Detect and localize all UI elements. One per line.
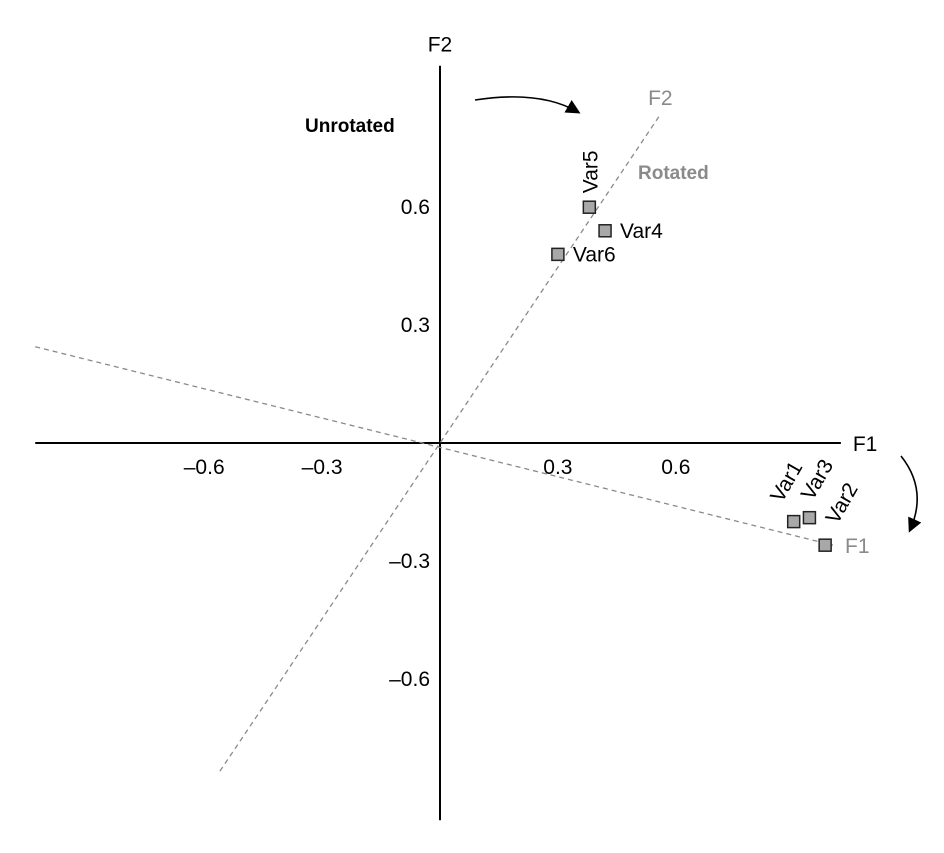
point-marker-var5: [582, 200, 597, 214]
x-tick-label: –0.6: [184, 456, 225, 479]
point-label-var6: Var6: [573, 243, 616, 266]
point-marker-var1: [786, 514, 801, 529]
x-axis-label: F1: [853, 433, 878, 456]
rotated-f2-axis: [219, 114, 661, 772]
point-label-var4: Var4: [620, 220, 663, 243]
y-tick-label: 0.3: [401, 314, 430, 337]
point-label-var2: Var2: [822, 479, 863, 528]
point-marker-var2: [818, 538, 832, 552]
y-tick-label: –0.3: [389, 550, 430, 573]
x-tick-label: 0.6: [661, 456, 690, 479]
point-label-var5: Var5: [579, 150, 602, 193]
point-marker-var6: [551, 247, 565, 262]
y-axis-label: F2: [428, 34, 453, 57]
y-tick-label: 0.6: [401, 196, 430, 219]
y-tick-labels: 0.6 0.3 –0.3 –0.6: [389, 196, 430, 691]
point-label-var1: Var1: [766, 458, 807, 507]
y-tick-label: –0.6: [389, 668, 430, 691]
point-marker-var3: [802, 510, 817, 525]
rotated-f2-label: F2: [648, 87, 673, 110]
rotation-arrow-top: [474, 96, 581, 114]
x-tick-labels: –0.6 –0.3 0.3 0.6: [184, 456, 691, 479]
point-marker-var4: [598, 224, 612, 238]
unrotated-annotation: Unrotated: [305, 116, 395, 137]
rotated-annotation: Rotated: [638, 163, 709, 184]
rotated-f1-label: F1: [845, 535, 870, 558]
rotation-arrow-right: [900, 455, 922, 533]
x-tick-label: –0.3: [302, 456, 343, 479]
x-tick-label: 0.3: [543, 456, 572, 479]
rotated-f1-axis: [35, 346, 834, 546]
